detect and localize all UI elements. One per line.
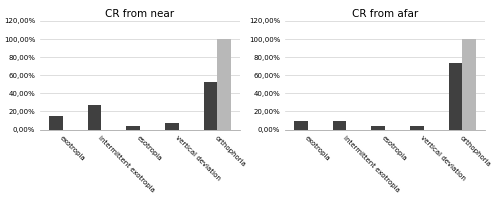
Bar [449, 64, 462, 130]
Bar [88, 105, 102, 130]
Bar [126, 126, 140, 130]
Bar [294, 121, 308, 130]
Bar [372, 126, 385, 130]
Title: CR from near: CR from near [106, 9, 174, 19]
Bar [49, 116, 62, 130]
Bar [165, 123, 178, 130]
Bar [204, 82, 218, 130]
Bar [410, 126, 424, 130]
Bar [333, 121, 346, 130]
Bar [218, 39, 231, 130]
Title: CR from afar: CR from afar [352, 9, 418, 19]
Bar [462, 39, 476, 130]
